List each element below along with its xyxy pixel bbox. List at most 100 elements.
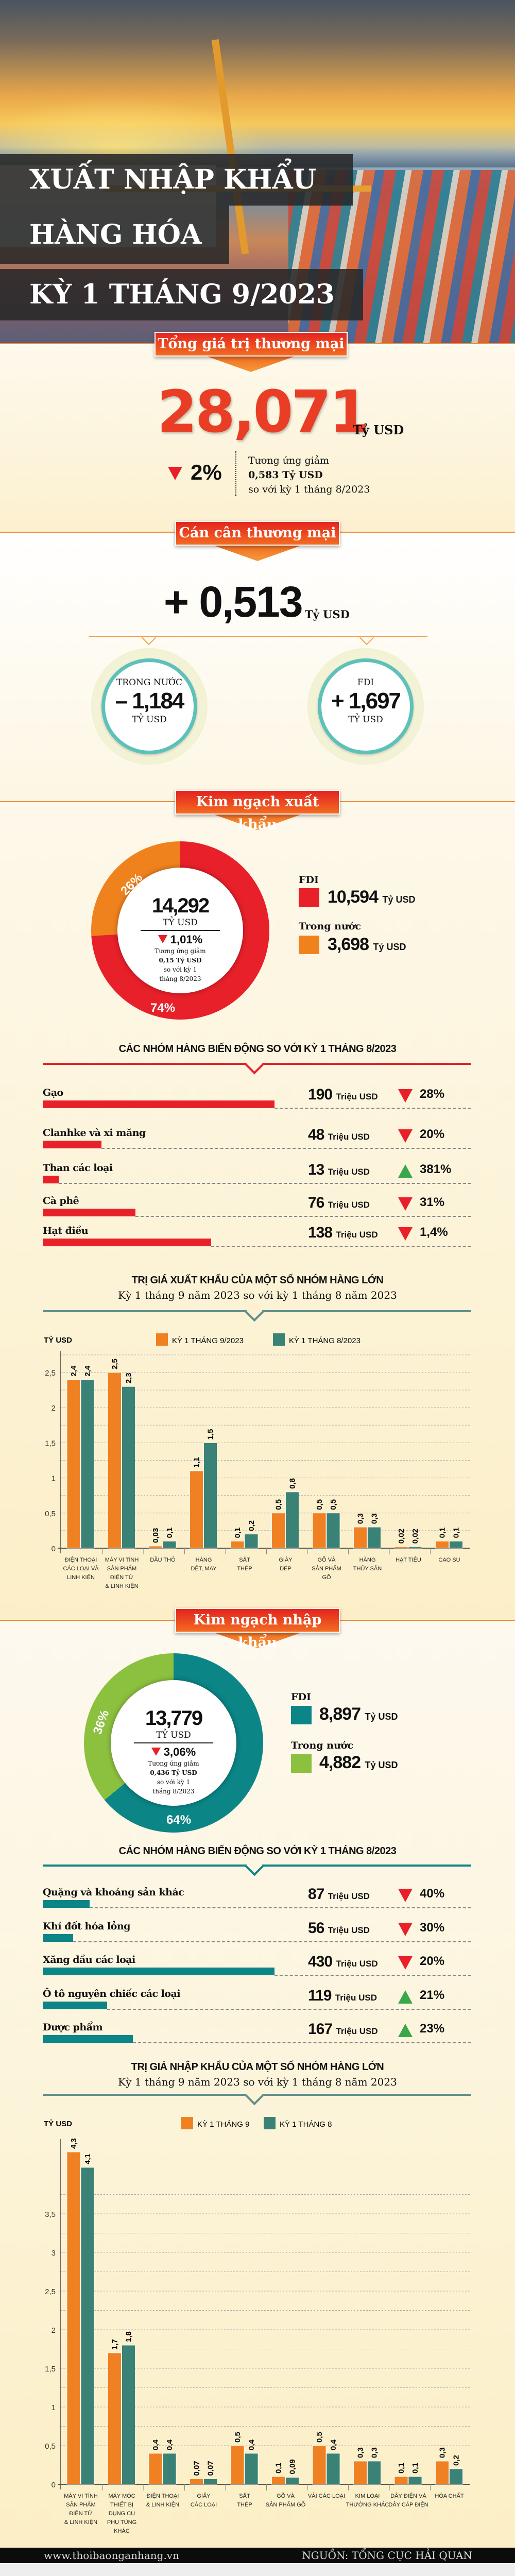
data-label: 0,1 bbox=[165, 1528, 174, 1538]
branch-line bbox=[89, 636, 427, 637]
export-mover-row: Than các loại 13 Triệu USD 381% bbox=[43, 1161, 471, 1193]
bar bbox=[271, 1513, 285, 1549]
import-chart-title: TRỊ GIÁ NHẬP KHẨU CỦA MỘT SỐ NHÓM HÀNG L… bbox=[131, 2061, 384, 2073]
bar bbox=[122, 2345, 135, 2485]
bar bbox=[435, 1540, 449, 1549]
bar bbox=[449, 1540, 463, 1549]
bar bbox=[435, 2461, 449, 2485]
x-tick-label: THÉP bbox=[237, 2501, 252, 2508]
value: 119 bbox=[308, 1987, 332, 2004]
legend-fdi-label: FDI bbox=[291, 1691, 311, 1703]
legend-domestic-value: 4,882 Tỷ USD bbox=[319, 1753, 398, 1773]
data-label: 0,5 bbox=[315, 1499, 324, 1510]
value-bar bbox=[43, 1900, 90, 1908]
value: 87 bbox=[308, 1886, 324, 1903]
x-tick-label: ĐIỆN TỬ bbox=[69, 2510, 92, 2517]
export-movers-title: CÁC NHÓM HÀNG BIẾN ĐỘNG SO VỚI KỲ 1 THÁN… bbox=[118, 1043, 397, 1055]
x-tick-label: SẢN PHẨM bbox=[107, 1565, 136, 1572]
item-value: 13 Triệu USD bbox=[308, 1161, 370, 1179]
value-bar bbox=[43, 1141, 101, 1148]
y-tick-label: 1 bbox=[52, 2403, 56, 2412]
item-change: 40% bbox=[420, 1887, 445, 1901]
y-tick-label: 2,5 bbox=[45, 2287, 56, 2296]
title-line-2: HÀNG HÓA bbox=[0, 206, 229, 264]
x-tick-label: HÀNG bbox=[196, 1556, 212, 1563]
value: 3,698 bbox=[328, 935, 369, 954]
item-name: Clanhke và xi măng bbox=[43, 1127, 146, 1139]
item-name: Xăng dầu các loại bbox=[43, 1954, 135, 1965]
x-tick-label: ĐIỆN TỬ bbox=[110, 1574, 133, 1581]
y-tick-label: 0 bbox=[52, 1545, 56, 1553]
data-label: 0,5 bbox=[233, 2432, 242, 2443]
unit: Tỷ USD bbox=[373, 942, 406, 952]
fdi-unit: TỶ USD bbox=[348, 715, 383, 725]
item-value: 430 Triệu USD bbox=[308, 1953, 378, 1971]
item-value: 87 Triệu USD bbox=[308, 1886, 370, 1903]
item-change: 20% bbox=[420, 1954, 445, 1968]
data-label: 2,4 bbox=[83, 1365, 92, 1377]
data-label: 0,3 bbox=[356, 2447, 365, 2458]
y-axis-label: TỶ USD bbox=[44, 1336, 72, 1345]
bar bbox=[80, 1379, 95, 1549]
value-bar bbox=[43, 1100, 274, 1108]
item-change: 31% bbox=[420, 1195, 445, 1209]
value-bar bbox=[43, 2002, 107, 2009]
bar bbox=[190, 2479, 203, 2485]
up-triangle-icon bbox=[398, 1990, 413, 2004]
item-change: 381% bbox=[420, 1162, 452, 1176]
legend-domestic-swatch bbox=[299, 936, 319, 954]
y-tick-label: 3,5 bbox=[45, 2210, 56, 2219]
item-value: 76 Triệu USD bbox=[308, 1194, 370, 1212]
fdi-label: FDI bbox=[357, 677, 374, 688]
x-tick-label: HÀNG bbox=[359, 1556, 376, 1563]
legend-label: KỲ 1 THÁNG 9/2023 bbox=[172, 1336, 244, 1345]
source-credit: NGUỒN: TỔNG CỤC HẢI QUAN bbox=[302, 2549, 472, 2562]
export-mover-row: Cà phê 76 Triệu USD 31% bbox=[43, 1194, 471, 1226]
down-triangle-icon bbox=[398, 1089, 413, 1103]
down-triangle-icon bbox=[168, 467, 182, 480]
value: 8,897 bbox=[319, 1704, 361, 1724]
data-label: 0,5 bbox=[274, 1499, 283, 1510]
export-donut-chart: 14,292 TỶ USD 1,01% Tương ứng giảm 0,15 … bbox=[91, 841, 269, 1020]
unit: Triệu USD bbox=[336, 2026, 378, 2036]
trade-balance-section bbox=[0, 532, 515, 802]
x-tick-label: VẢI CÁC LOẠI bbox=[308, 2493, 345, 2499]
legend-fdi-value: 8,897 Tỷ USD bbox=[319, 1704, 398, 1724]
legend-swatch bbox=[273, 1333, 285, 1346]
value: 167 bbox=[308, 2021, 333, 2038]
desc-amount: 0,436 Tỷ USD bbox=[150, 1769, 197, 1776]
bar bbox=[230, 1540, 245, 1549]
bar bbox=[190, 1470, 203, 1549]
item-change: 23% bbox=[420, 2022, 445, 2036]
legend-fdi-value: 10,594 Tỷ USD bbox=[328, 887, 415, 907]
x-tick-label: ĐIỆN THOẠI bbox=[147, 2493, 179, 2499]
item-change: 21% bbox=[420, 1988, 445, 2002]
bar bbox=[394, 2476, 408, 2485]
x-tick-label: SẢN PHẨM bbox=[66, 2501, 95, 2508]
unit: Triệu USD bbox=[328, 1200, 370, 1210]
site-link[interactable]: www.thoibaonganhang.vn bbox=[44, 2549, 179, 2562]
data-label: 0,3 bbox=[356, 1513, 365, 1524]
x-tick-label: GIÀY bbox=[279, 1556, 293, 1563]
x-tick-label: DÂY CÁP ĐIỆN bbox=[388, 2501, 428, 2508]
legend-fdi-swatch bbox=[299, 888, 319, 907]
total-trade-value: 28,071 bbox=[157, 379, 369, 446]
legend-label: KỲ 1 THÁNG 9 bbox=[197, 2120, 249, 2129]
legend-fdi-label: FDI bbox=[299, 874, 319, 886]
x-tick-label: GỖ VÀ bbox=[318, 1556, 336, 1563]
unit: Triệu USD bbox=[336, 1230, 378, 1240]
total-trade-unit: Tỷ USD bbox=[353, 422, 404, 437]
y-tick-label: 2,5 bbox=[45, 1369, 56, 1378]
import-chart-subtitle: Kỳ 1 tháng 9 năm 2023 so với kỳ 1 tháng … bbox=[118, 2076, 397, 2088]
bar bbox=[367, 1527, 381, 1549]
export-mover-row: Gạo 190 Triệu USD 28% bbox=[43, 1086, 471, 1118]
domestic-value: – 1,184 bbox=[115, 688, 185, 714]
total-trade-change: 2% bbox=[191, 460, 222, 484]
value: 430 bbox=[308, 1953, 333, 1970]
bar bbox=[353, 2461, 367, 2485]
legend-domestic-label: Trong nước bbox=[299, 921, 362, 932]
x-tick-label: DÉP bbox=[280, 1565, 291, 1572]
data-label: 0,8 bbox=[288, 1478, 297, 1489]
y-tick-label: 1,5 bbox=[45, 2365, 56, 2374]
x-tick-label: DỆT, MAY bbox=[191, 1565, 217, 1572]
